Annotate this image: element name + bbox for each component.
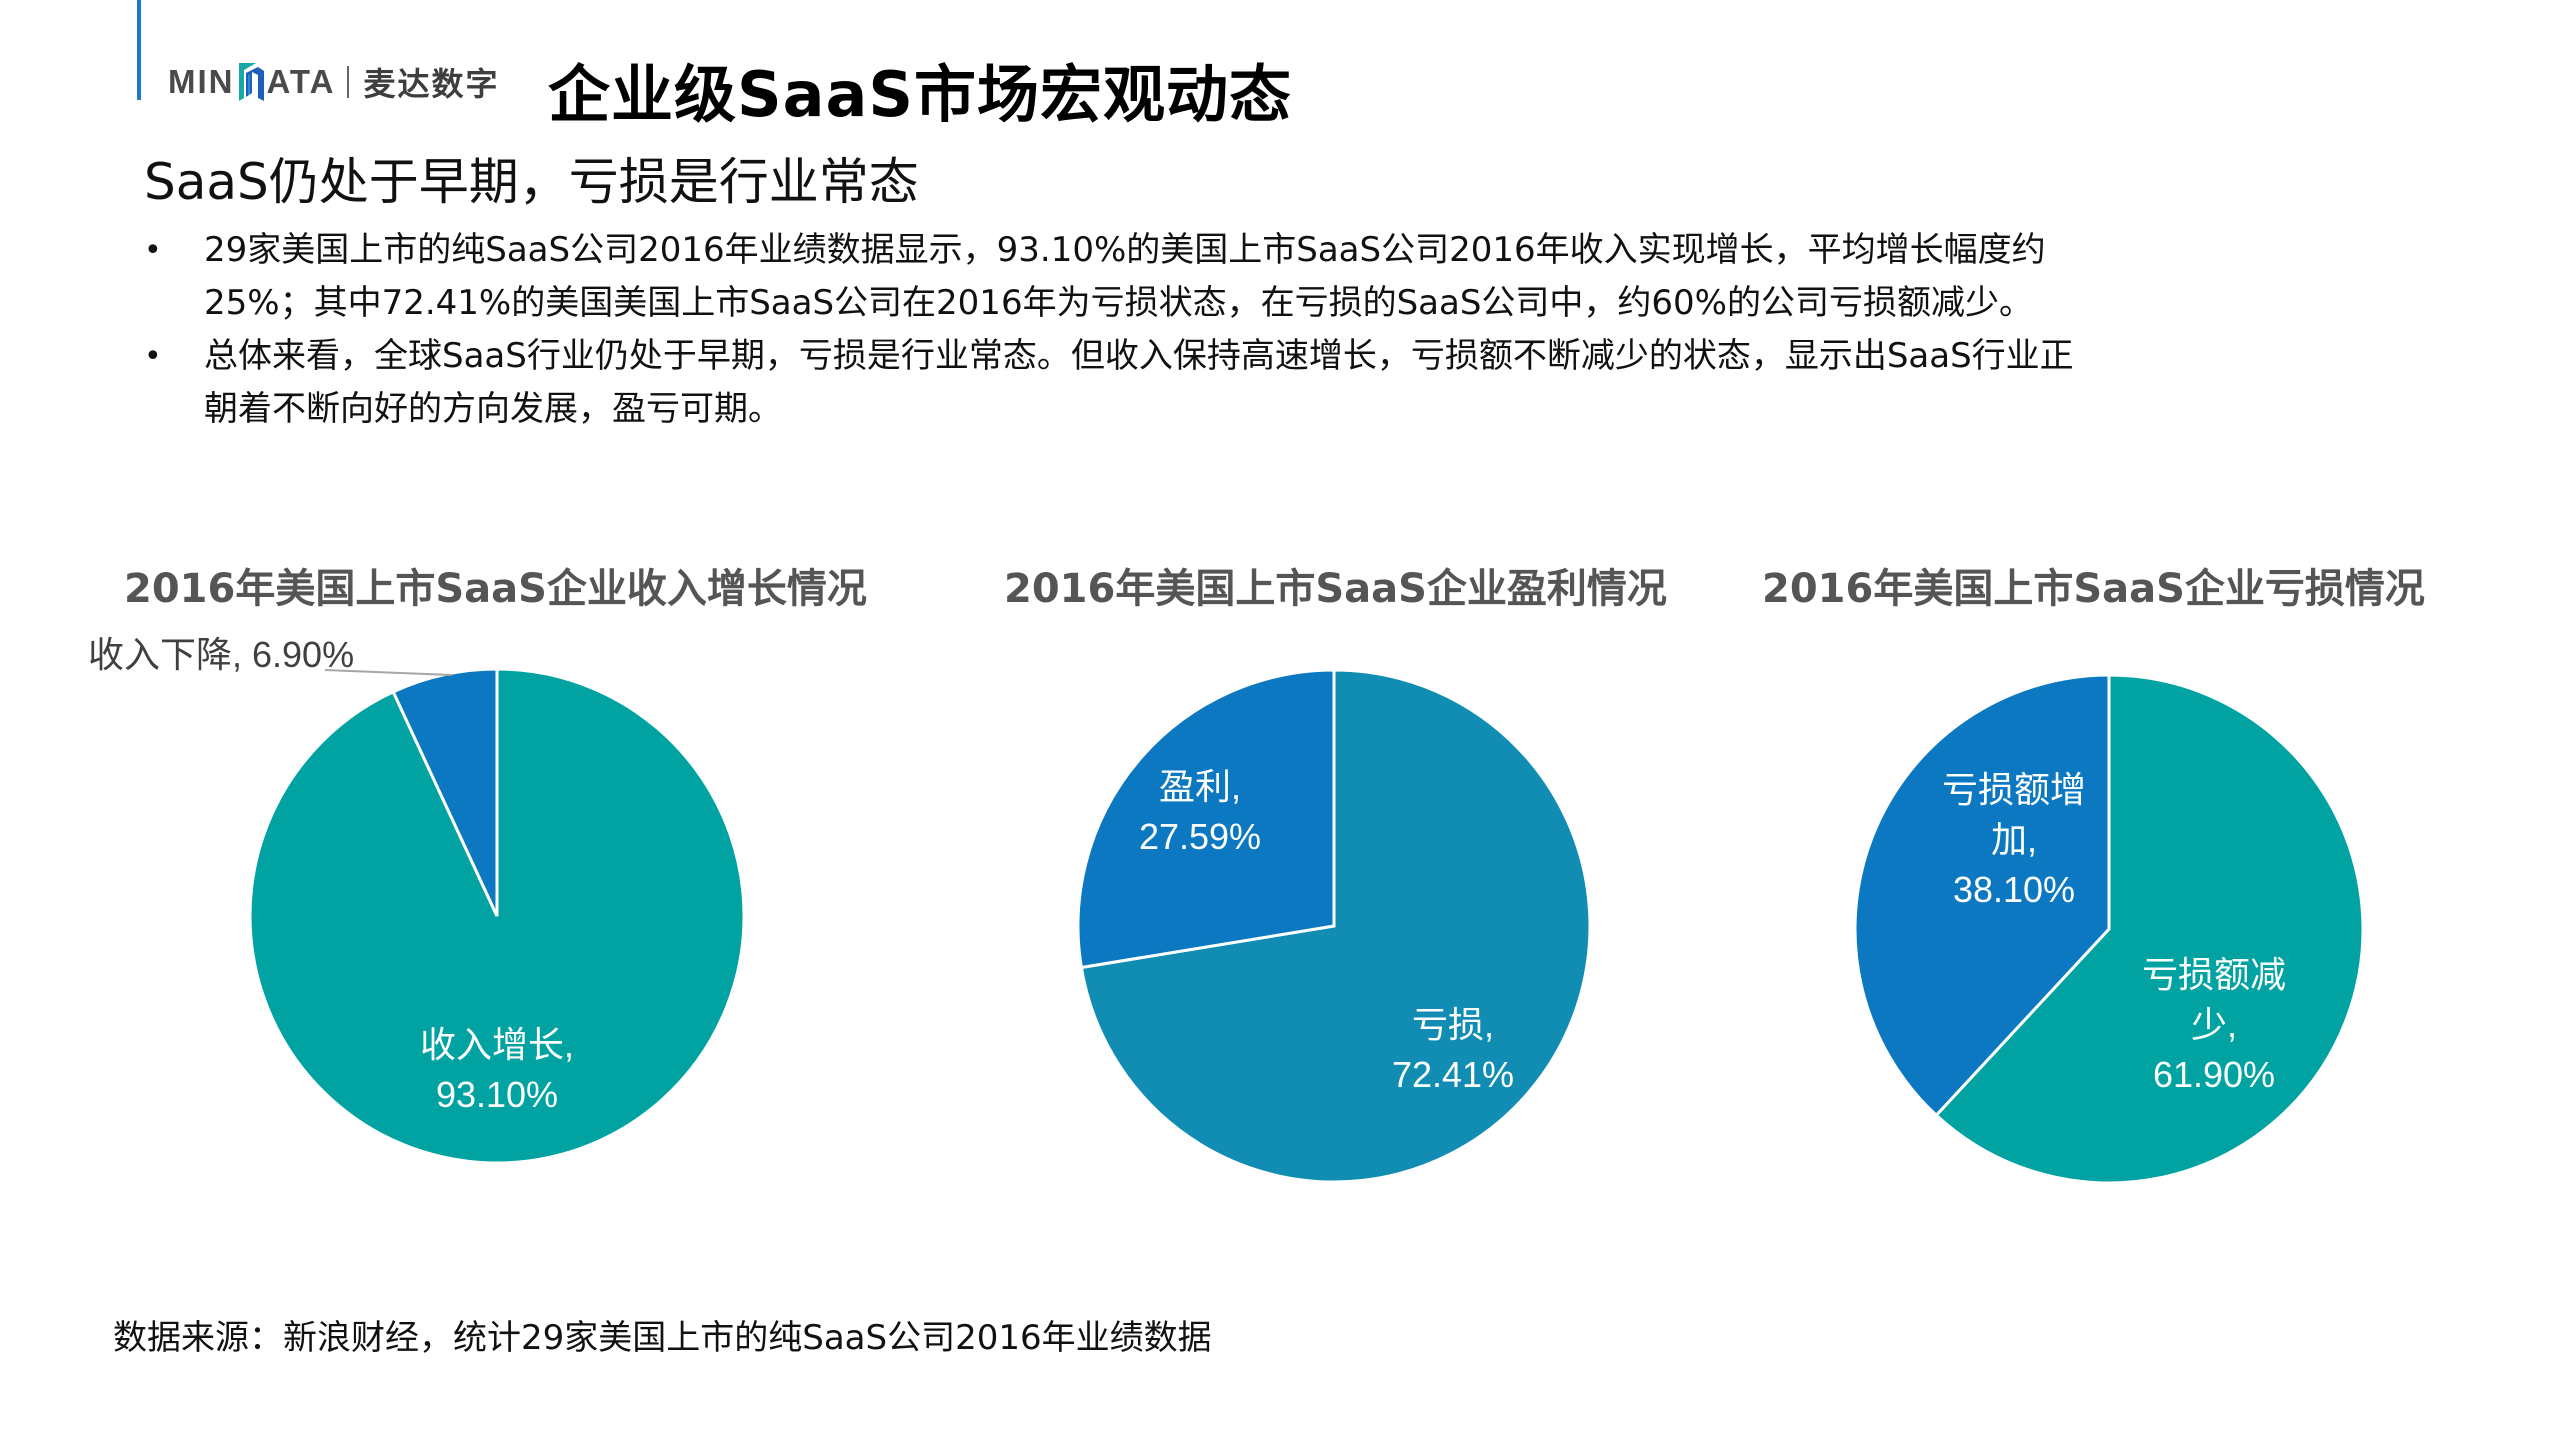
slice-label-profit: 盈利, 27.59%	[1100, 762, 1300, 862]
slice-label-loss-decrease: 亏损额减 少, 61.90%	[2114, 950, 2314, 1100]
slice-label-value: 72.41%	[1391, 1054, 1515, 1095]
bullet-text-line: 总体来看，全球SaaS行业仍处于早期，亏损是行业常态。但收入保持高速增长，亏损额…	[204, 336, 2074, 376]
bullet-text-line: 25%；其中72.41%的美国美国上市SaaS公司在2016年为亏损状态，在亏损…	[204, 283, 2033, 323]
logo-text-left: MIN	[168, 63, 235, 100]
slice-label-name: 盈利,	[1158, 766, 1241, 807]
slice-label-revenue-growth: 收入增长, 93.10%	[397, 1020, 597, 1120]
logo-d-mark-icon	[238, 63, 264, 101]
slice-label-value: 61.90%	[2152, 1054, 2276, 1095]
logo-chinese-name: 麦达数字	[363, 65, 500, 103]
pie-slice	[1853, 673, 2111, 1118]
pie-slice	[1076, 668, 1336, 970]
bullet-dot-icon: •	[144, 233, 162, 268]
page-title: 企业级SaaS市场宏观动态	[548, 58, 1292, 131]
slice-label-name: 少,	[2190, 1004, 2237, 1045]
slice-label-name: 收入增长,	[419, 1024, 574, 1065]
bullet-dot-icon: •	[144, 339, 162, 374]
slice-label-name: 亏损额减	[2141, 954, 2286, 995]
logo-wordmark: MIN ATA	[168, 61, 335, 103]
pie-slice	[1934, 673, 2365, 1185]
bullet-list: • 29家美国上市的纯SaaS公司2016年业绩数据显示，93.10%的美国上市…	[140, 224, 2340, 436]
chart-title-profitability: 2016年美国上市SaaS企业盈利情况	[1004, 566, 1667, 612]
section-subtitle: SaaS仍处于早期，亏损是行业常态	[144, 153, 919, 211]
header-accent-line	[137, 0, 141, 100]
label-leader-line	[324, 669, 453, 676]
logo-text-right: ATA	[266, 63, 336, 100]
slice-label-value: 27.59%	[1138, 816, 1262, 857]
bullet-text-line: 朝着不断向好的方向发展，盈亏可期。	[204, 389, 782, 429]
bullet-text-line: 29家美国上市的纯SaaS公司2016年业绩数据显示，93.10%的美国上市Sa…	[204, 230, 2046, 270]
slice-label-value: 38.10%	[1952, 869, 2076, 910]
pie-slice	[1079, 668, 1592, 1184]
bullet-item: • 总体来看，全球SaaS行业仍处于早期，亏损是行业常态。但收入保持高速增长，亏…	[140, 330, 2340, 436]
company-logo: MIN ATA 麦达数字	[168, 60, 499, 104]
slice-label-name: 亏损额增	[1941, 769, 2086, 810]
chart-title-revenue-growth: 2016年美国上市SaaS企业收入增长情况	[124, 566, 867, 612]
chart-title-loss: 2016年美国上市SaaS企业亏损情况	[1762, 566, 2425, 612]
slice-label-value: 93.10%	[435, 1074, 559, 1115]
data-source-note: 数据来源：新浪财经，统计29家美国上市的纯SaaS公司2016年业绩数据	[113, 1318, 1212, 1358]
slice-label-loss: 亏损, 72.41%	[1353, 1000, 1553, 1100]
slice-label-name: 加,	[1990, 819, 2037, 860]
bullet-item: • 29家美国上市的纯SaaS公司2016年业绩数据显示，93.10%的美国上市…	[140, 224, 2340, 330]
slice-label-loss-increase: 亏损额增 加, 38.10%	[1914, 765, 2114, 915]
logo-divider	[347, 66, 350, 98]
slice-label-revenue-decline: 收入下降, 6.90%	[88, 634, 355, 675]
slice-label-name: 亏损,	[1411, 1004, 1494, 1045]
